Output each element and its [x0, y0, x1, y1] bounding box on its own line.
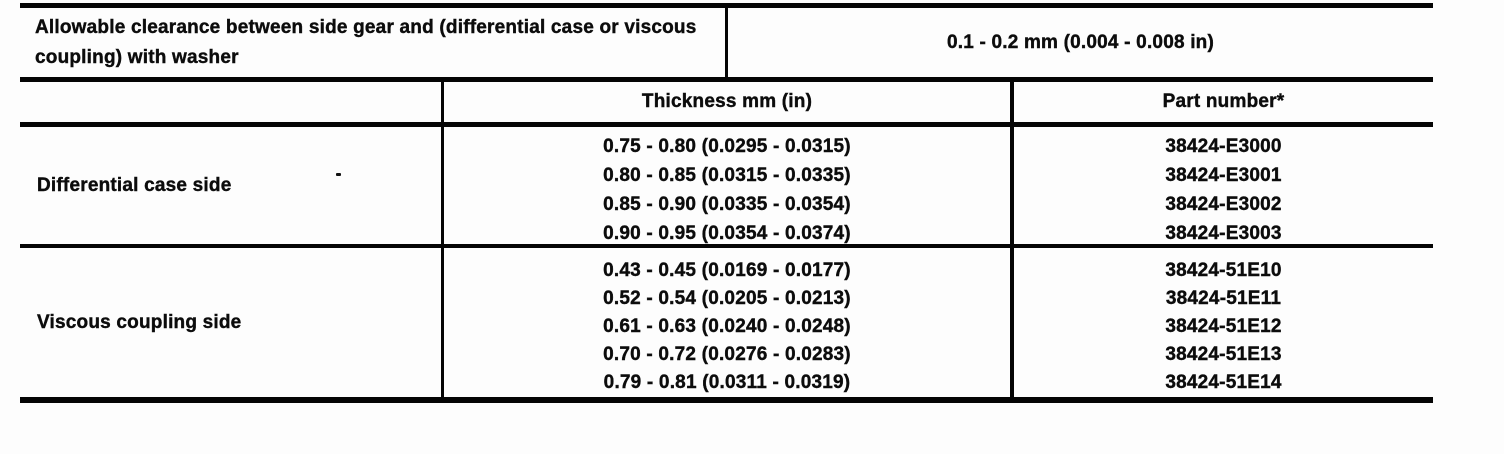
column-header-part-number: Part number* — [1162, 91, 1285, 112]
part-number: 38424-51E14 — [1165, 371, 1282, 393]
thickness-value: 0.80 - 0.85 (0.0315 - 0.0335) — [603, 164, 851, 186]
thickness-value: 0.75 - 0.80 (0.0295 - 0.0315) — [603, 135, 851, 157]
thickness-value: 0.90 - 0.95 (0.0354 - 0.0374) — [603, 222, 851, 244]
table-column-divider-1 — [441, 82, 444, 397]
table-border-clearance-bottom — [20, 77, 1433, 82]
thickness-value: 0.85 - 0.90 (0.0335 - 0.0354) — [603, 193, 851, 215]
row-label-differential-case-side: Differential case side — [37, 174, 232, 196]
table-border-header-bottom — [20, 122, 1433, 127]
part-number: 38424-E3003 — [1165, 222, 1282, 244]
part-number: 38424-E3000 — [1165, 135, 1282, 157]
part-number: 38424-51E12 — [1165, 315, 1282, 337]
column-header-thickness: Thickness mm (in) — [641, 91, 813, 112]
clearance-column-divider — [725, 8, 728, 77]
row-label-viscous-coupling-side: Viscous coupling side — [37, 311, 242, 333]
thickness-list-viscous: 0.43 - 0.45 (0.0169 - 0.0177) 0.52 - 0.5… — [444, 248, 1010, 397]
thickness-value: 0.61 - 0.63 (0.0240 - 0.0248) — [603, 315, 851, 337]
clearance-spec-value: 0.1 - 0.2 mm (0.004 - 0.008 in) — [946, 31, 1215, 53]
part-number-list-viscous: 38424-51E10 38424-51E11 38424-51E12 3842… — [1014, 248, 1433, 397]
table-border-top — [20, 3, 1433, 8]
scan-artifact-dot — [336, 173, 341, 176]
thickness-list-differential: 0.75 - 0.80 (0.0295 - 0.0315) 0.80 - 0.8… — [444, 127, 1010, 244]
clearance-spec-label: Allowable clearance between side gear an… — [35, 16, 697, 68]
thickness-value: 0.79 - 0.81 (0.0311 - 0.0319) — [603, 371, 851, 393]
part-number: 38424-51E13 — [1165, 343, 1282, 365]
part-number: 38424-E3001 — [1165, 164, 1282, 186]
part-number-list-differential: 38424-E3000 38424-E3001 38424-E3002 3842… — [1014, 127, 1433, 244]
table-border-bottom — [20, 397, 1433, 403]
thickness-value: 0.52 - 0.54 (0.0205 - 0.0213) — [603, 287, 851, 309]
thickness-value: 0.70 - 0.72 (0.0276 - 0.0283) — [603, 343, 851, 365]
part-number: 38424-51E10 — [1165, 259, 1282, 281]
part-number: 38424-E3002 — [1165, 193, 1282, 215]
part-number: 38424-51E11 — [1165, 287, 1282, 309]
thickness-value: 0.43 - 0.45 (0.0169 - 0.0177) — [603, 259, 851, 281]
table-column-divider-2 — [1010, 82, 1014, 397]
table-border-row-divider — [20, 244, 1433, 248]
